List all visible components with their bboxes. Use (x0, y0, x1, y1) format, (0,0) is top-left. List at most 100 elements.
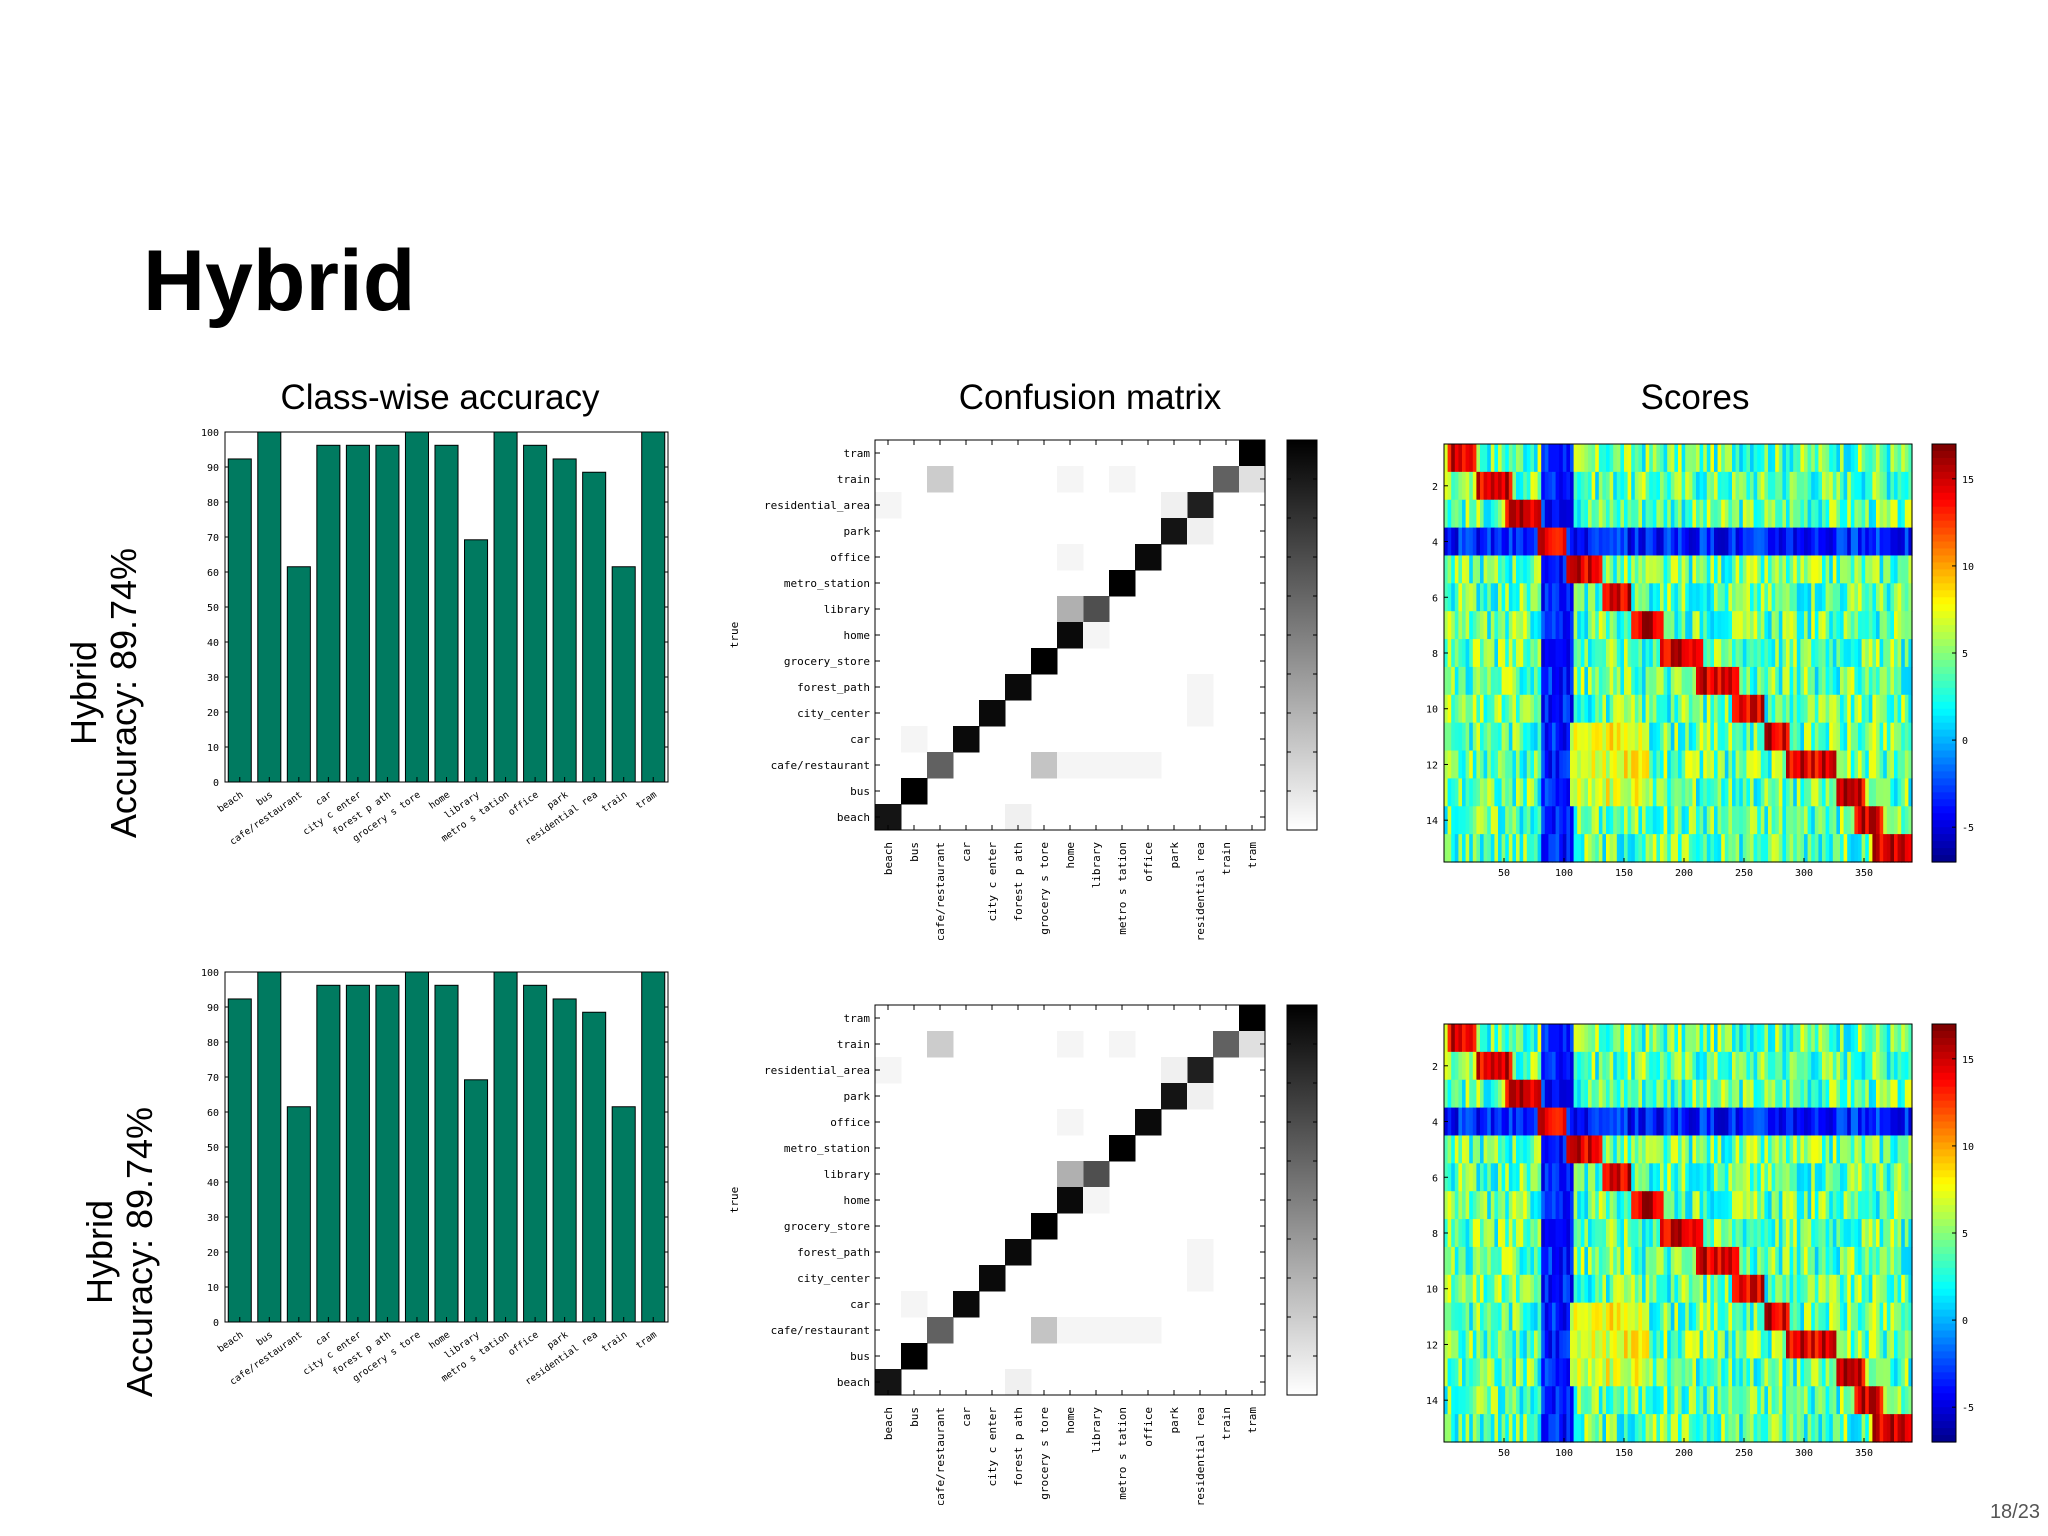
bar-tram (641, 431, 666, 783)
score-cell (1577, 499, 1582, 529)
score-cell (1807, 1386, 1812, 1415)
score-cell (1454, 1358, 1459, 1387)
score-cell (1750, 1163, 1755, 1192)
score-cell (1865, 527, 1870, 557)
score-cell (1537, 444, 1542, 473)
score-cell (1746, 1079, 1751, 1109)
score-cell (1620, 1024, 1625, 1053)
score-cell (1624, 778, 1629, 807)
bar-home (434, 984, 459, 1323)
score-cell (1627, 1163, 1632, 1192)
score-cell (1526, 666, 1531, 696)
score-cell (1688, 1024, 1693, 1053)
score-cell (1616, 694, 1621, 724)
score-cell (1573, 555, 1578, 584)
score-cell (1811, 499, 1816, 529)
score-cell (1444, 499, 1449, 529)
score-cell (1678, 722, 1683, 752)
score-cell (1544, 666, 1549, 696)
score-cell (1627, 611, 1632, 640)
score-cell (1487, 694, 1492, 724)
score-cell (1487, 1414, 1492, 1443)
score-cell (1836, 1386, 1841, 1415)
colorbar-segment (1932, 1086, 1956, 1095)
score-cell (1811, 1246, 1816, 1276)
score-cell (1901, 1302, 1906, 1332)
score-cell (1660, 471, 1665, 501)
score-cell (1670, 1024, 1675, 1053)
score-cell (1602, 750, 1607, 779)
score-cell (1548, 722, 1553, 752)
score-cell (1465, 1274, 1470, 1304)
score-cell (1876, 471, 1881, 501)
score-cell (1699, 806, 1704, 835)
score-cell (1649, 1386, 1654, 1415)
score-cell (1642, 527, 1647, 557)
score-cell (1562, 1274, 1567, 1304)
score-cell (1454, 1330, 1459, 1359)
score-cell (1638, 666, 1643, 696)
score-cell (1631, 1191, 1636, 1220)
score-cell (1541, 1024, 1546, 1053)
score-cell (1811, 722, 1816, 752)
score-cell (1692, 1051, 1697, 1081)
score-cell (1804, 611, 1809, 640)
score-cell (1750, 1358, 1755, 1387)
col-label: bus (908, 1407, 921, 1427)
score-cell (1886, 1163, 1891, 1192)
score-cell (1670, 499, 1675, 529)
score-cell (1703, 1246, 1708, 1276)
score-cell (1699, 722, 1704, 752)
score-cell (1638, 1107, 1643, 1137)
colorbar-segment (1932, 1205, 1956, 1213)
score-cell (1692, 1219, 1697, 1248)
score-cell (1850, 1135, 1855, 1164)
score-cell (1616, 834, 1621, 863)
score-cell (1818, 471, 1823, 501)
score-cell (1901, 722, 1906, 752)
score-cell (1760, 1079, 1765, 1109)
score-cell (1706, 1079, 1711, 1109)
score-cell (1858, 834, 1863, 863)
score-cell (1544, 555, 1549, 584)
score-cell (1832, 444, 1837, 473)
score-cell (1850, 1051, 1855, 1081)
score-cell (1760, 1358, 1765, 1387)
score-cell (1786, 1163, 1791, 1192)
score-cell (1804, 1163, 1809, 1192)
score-cell (1595, 1079, 1600, 1109)
score-cell (1768, 694, 1773, 724)
score-cell (1908, 806, 1913, 835)
score-cell (1570, 1219, 1575, 1248)
score-cell (1595, 639, 1600, 668)
score-cell (1825, 1051, 1830, 1081)
score-cell (1670, 778, 1675, 807)
score-cell (1897, 1051, 1902, 1081)
score-cell (1829, 1358, 1834, 1387)
score-cell (1865, 1135, 1870, 1164)
score-cell (1861, 1386, 1866, 1415)
score-cell (1480, 555, 1485, 584)
score-cell (1462, 1135, 1467, 1164)
score-cell (1627, 750, 1632, 779)
score-cell (1724, 1414, 1729, 1443)
score-cell (1469, 555, 1474, 584)
score-cell (1476, 1163, 1481, 1192)
score-cell (1735, 806, 1740, 835)
score-cell (1472, 1191, 1477, 1220)
score-cell (1836, 1135, 1841, 1164)
score-cell (1559, 750, 1564, 779)
score-cell (1534, 750, 1539, 779)
score-cell (1501, 1135, 1506, 1164)
score-cell (1764, 444, 1769, 473)
score-cell (1829, 583, 1834, 612)
score-cell (1541, 1079, 1546, 1109)
score-cell (1613, 527, 1618, 557)
score-cell (1451, 778, 1456, 807)
score-cell (1624, 1219, 1629, 1248)
score-cell (1447, 1163, 1452, 1192)
score-cell (1714, 750, 1719, 779)
score-cell (1447, 722, 1452, 752)
score-cell (1858, 1386, 1863, 1415)
score-cell (1526, 1107, 1531, 1137)
